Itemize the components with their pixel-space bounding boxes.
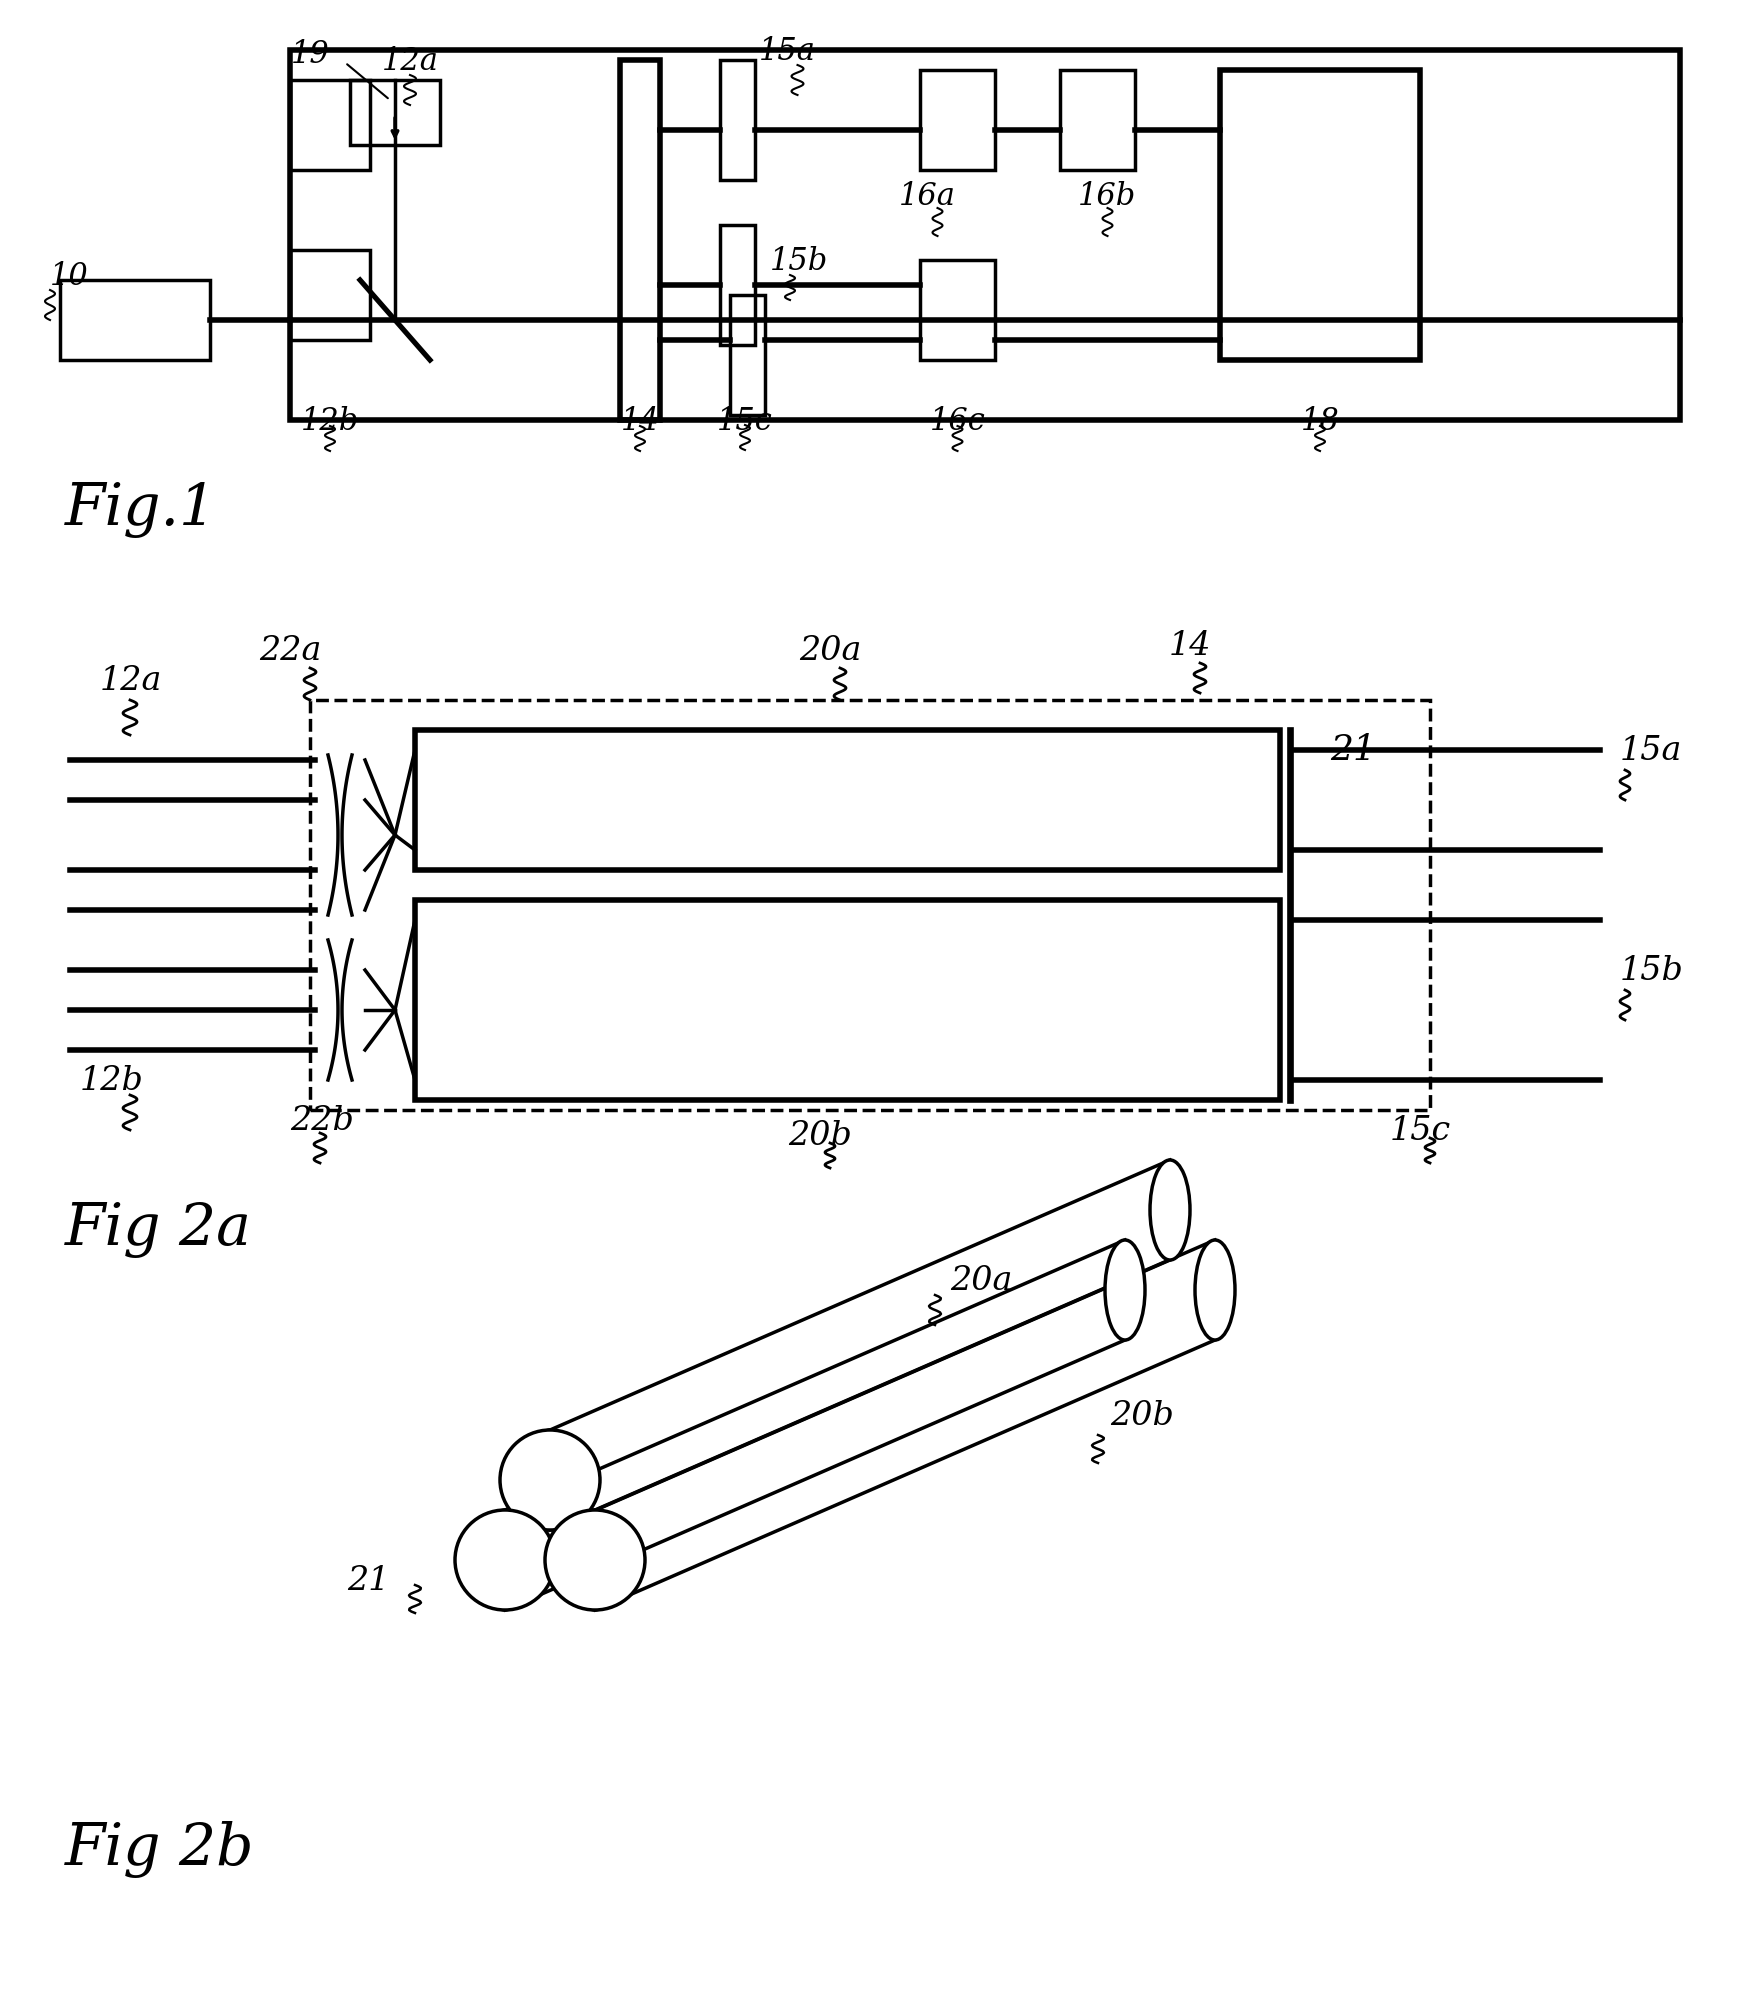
Bar bbox=[1220, 70, 1421, 360]
Text: Fig 2a: Fig 2a bbox=[64, 1201, 253, 1258]
Bar bbox=[920, 260, 995, 360]
Text: 14: 14 bbox=[1170, 630, 1211, 662]
Bar bbox=[621, 60, 661, 421]
Text: 20b: 20b bbox=[788, 1121, 852, 1153]
Ellipse shape bbox=[1105, 1239, 1145, 1340]
Text: 15c: 15c bbox=[1389, 1115, 1450, 1147]
Text: 16a: 16a bbox=[899, 181, 955, 211]
Text: 19: 19 bbox=[291, 38, 329, 70]
Bar bbox=[289, 249, 370, 340]
Bar bbox=[350, 80, 439, 145]
Bar bbox=[59, 280, 209, 360]
Text: Fig 2b: Fig 2b bbox=[64, 1821, 254, 1879]
Text: 12a: 12a bbox=[382, 46, 439, 76]
Circle shape bbox=[455, 1509, 554, 1610]
Ellipse shape bbox=[530, 1431, 570, 1529]
Bar bbox=[720, 60, 755, 179]
Bar bbox=[730, 296, 765, 414]
Text: 12a: 12a bbox=[99, 666, 162, 696]
Text: 16b: 16b bbox=[1079, 181, 1136, 211]
Text: 15a: 15a bbox=[1619, 734, 1682, 767]
Bar bbox=[289, 80, 370, 169]
Text: 15c: 15c bbox=[716, 406, 772, 437]
Ellipse shape bbox=[1150, 1161, 1190, 1260]
Text: 20a: 20a bbox=[950, 1266, 1013, 1298]
Text: 20b: 20b bbox=[1110, 1400, 1173, 1433]
Ellipse shape bbox=[1196, 1239, 1236, 1340]
Text: 18: 18 bbox=[1300, 406, 1339, 437]
Bar bbox=[415, 730, 1279, 869]
Bar bbox=[720, 225, 755, 344]
Text: 15a: 15a bbox=[758, 36, 816, 66]
Text: 22b: 22b bbox=[289, 1105, 354, 1137]
Text: 21: 21 bbox=[1330, 732, 1375, 767]
Text: 15b: 15b bbox=[1619, 956, 1684, 988]
Bar bbox=[920, 70, 995, 169]
Text: 22a: 22a bbox=[258, 636, 321, 668]
Text: 14: 14 bbox=[621, 406, 659, 437]
Circle shape bbox=[546, 1509, 645, 1610]
Circle shape bbox=[500, 1431, 600, 1529]
Text: 10: 10 bbox=[51, 262, 89, 292]
Ellipse shape bbox=[575, 1509, 615, 1610]
Text: 16c: 16c bbox=[929, 406, 985, 437]
Bar bbox=[310, 700, 1429, 1111]
Text: 12b: 12b bbox=[80, 1064, 145, 1097]
Text: 21: 21 bbox=[347, 1565, 390, 1598]
Text: 15b: 15b bbox=[770, 245, 828, 278]
Text: Fig.1: Fig.1 bbox=[64, 481, 218, 539]
Ellipse shape bbox=[485, 1509, 525, 1610]
Text: 12b: 12b bbox=[302, 406, 359, 437]
Text: 20a: 20a bbox=[798, 636, 861, 668]
Bar bbox=[415, 899, 1279, 1101]
Bar bbox=[289, 50, 1680, 421]
Bar bbox=[1060, 70, 1135, 169]
